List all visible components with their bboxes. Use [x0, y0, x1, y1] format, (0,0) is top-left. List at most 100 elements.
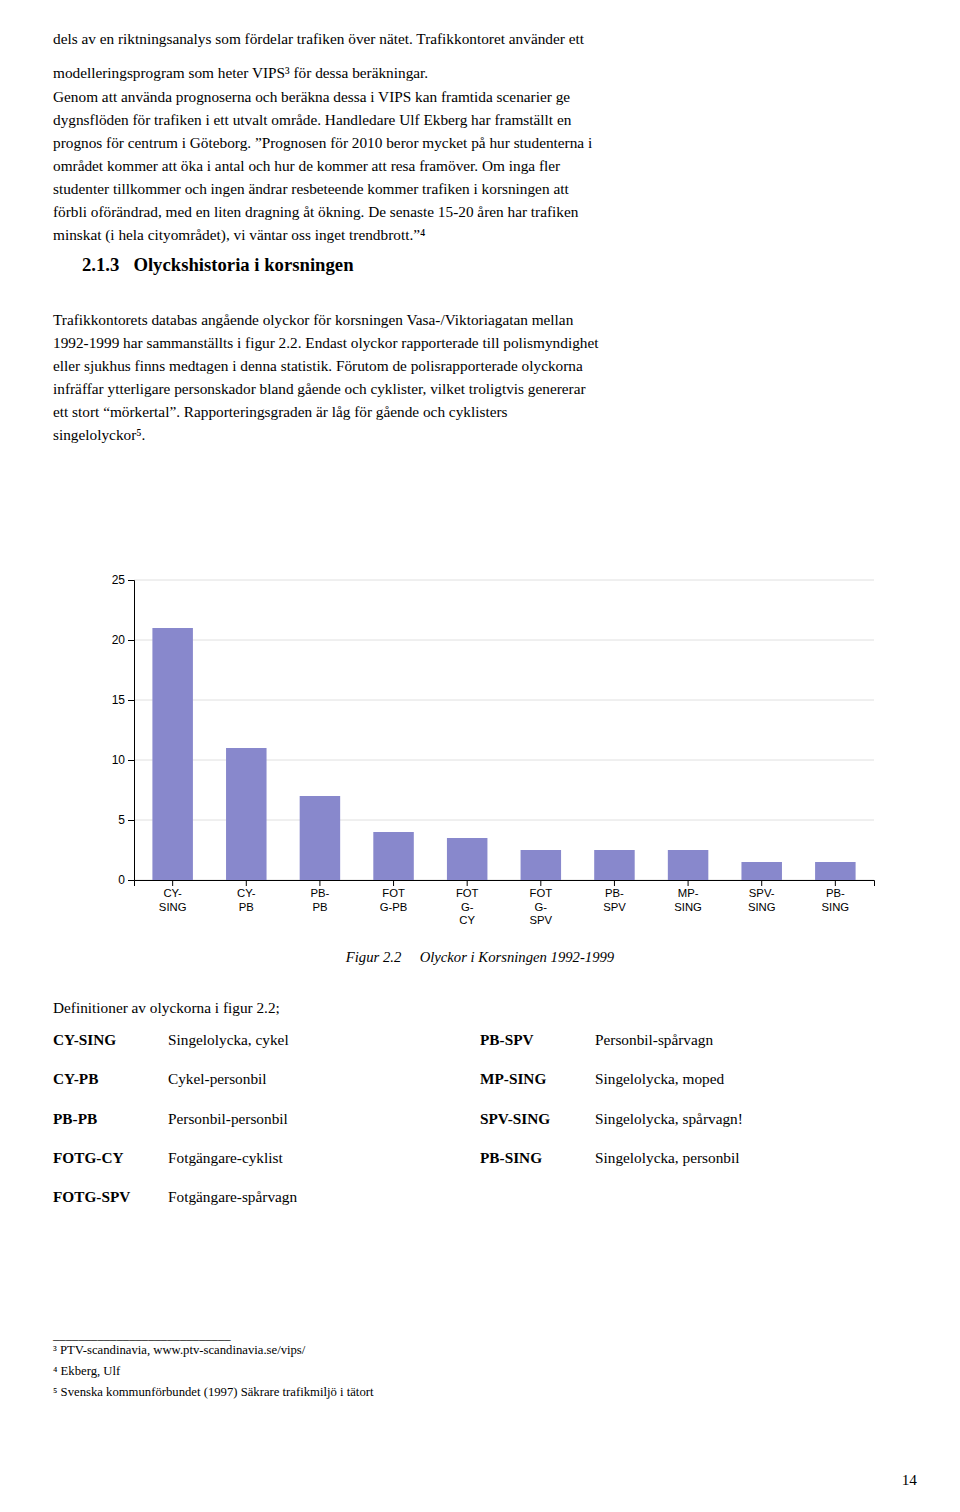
tick-label: PB- PB — [310, 887, 329, 913]
tick-label-line: PB- — [310, 887, 329, 899]
definition-code: FOTG-SPV — [53, 1188, 130, 1205]
paragraph: Trafikkontorets databas angående olyckor… — [53, 311, 599, 443]
tick-mark — [246, 880, 247, 886]
definition-code: MP-SING — [480, 1071, 546, 1088]
text-line: MP-SING — [480, 1071, 546, 1088]
tick-label: 25 — [112, 573, 126, 587]
text-line: ³ PTV-scandinavia, www.ptv-scandinavia.s… — [53, 1343, 306, 1357]
grid-line — [134, 700, 874, 701]
tick-label-line: PB- — [826, 887, 845, 899]
definition-text: Singelolycka, spårvagn! — [595, 1110, 743, 1127]
text-line: SPV-SING — [480, 1110, 550, 1127]
tick-label-line: PB — [312, 901, 327, 913]
tick-label-line: SPV- — [749, 887, 775, 899]
tick: FOTG-SPV — [530, 880, 553, 926]
text-line: FOTG-CY — [53, 1149, 124, 1166]
tick-mark — [128, 640, 134, 641]
tick-label-line: G- — [461, 901, 474, 913]
text-line: eller sjukhus finns medtagen i denna sta… — [53, 357, 583, 374]
text-line: förbli oförändrad, med en liten dragning… — [53, 203, 579, 220]
text-line: CY-SING — [53, 1031, 116, 1048]
tick-mark — [393, 880, 394, 886]
definition-code: FOTG-CY — [53, 1149, 124, 1166]
footnote: ⁴ Ekberg, Ulf — [53, 1364, 121, 1378]
tick-mark — [128, 580, 134, 581]
axis-line — [135, 881, 875, 887]
text-line: modelleringsprogram som heter VIPS³ för … — [53, 64, 428, 81]
tick-mark — [128, 700, 134, 701]
tick: MP-SING — [674, 880, 702, 913]
text-line: minskat (i hela cityområdet), vi väntar … — [53, 226, 425, 244]
caption: Figur 2.2 Olyckor i Korsningen 1992-1999 — [345, 949, 615, 965]
tick-label-line: FOT — [456, 887, 479, 899]
tick-mark — [128, 760, 134, 761]
bar — [373, 832, 413, 880]
tick-label: PB- SPV — [603, 887, 626, 913]
text-line: Singelolycka, personbil — [595, 1149, 739, 1166]
text-line: Personbil-spårvagn — [595, 1031, 713, 1048]
tick-label: MP-SING — [674, 887, 702, 913]
definition-code: PB-PB — [53, 1110, 97, 1127]
grid — [134, 580, 874, 880]
text-line: studenter tillkommer och ingen ändrar re… — [53, 180, 569, 197]
paragraph: modelleringsprogram som heter VIPS³ för … — [53, 64, 428, 81]
tick: 10 — [112, 753, 134, 767]
page-number: 14 — [902, 1471, 918, 1488]
bar — [226, 748, 266, 880]
text-line: Cykel-personbil — [168, 1071, 267, 1088]
tick-mark — [540, 880, 541, 886]
tick-label-line: SPV — [603, 901, 626, 913]
definition-code: PB-SPV — [480, 1031, 534, 1048]
text-line: området kommer att öka i antal och hur d… — [53, 157, 560, 174]
tick: CY-SING — [159, 880, 187, 913]
text-line: FOTG-SPV — [53, 1188, 130, 1205]
tick-mark — [128, 820, 134, 821]
section-heading: 2.1.3 Olyckshistoria i korsningen — [82, 254, 354, 275]
tick-label-line: CY- — [237, 887, 256, 899]
tick: 20 — [112, 633, 134, 647]
text-line: Figur 2.2 Olyckor i Korsningen 1992-1999 — [345, 949, 615, 965]
tick-label: FOTG-PB — [380, 887, 408, 913]
tick: 0 — [118, 873, 134, 887]
definition-text: Singelolycka, cykel — [168, 1031, 289, 1048]
tick-label-line: PB- — [605, 887, 624, 899]
text-line: prognos för centrum i Göteborg. ”Prognos… — [53, 134, 592, 151]
text-line: ⁴ Ekberg, Ulf — [53, 1364, 121, 1378]
text-line: ett stort “mörkertal”. Rapporteringsgrad… — [53, 403, 508, 420]
definition-text: Fotgängare-cyklist — [168, 1149, 283, 1166]
text-line: Personbil-personbil — [168, 1110, 288, 1127]
tick: CY-PB — [237, 880, 256, 913]
tick-label-line: SPV — [530, 914, 553, 926]
tick-label-line: CY- — [163, 887, 182, 899]
axis-line — [128, 581, 135, 881]
tick: SPV- SING — [748, 880, 776, 913]
bar — [815, 862, 855, 880]
definition-text: Singelolycka, moped — [595, 1071, 725, 1088]
definition-code: CY-PB — [53, 1071, 98, 1088]
tick-label-line: SING — [748, 901, 776, 913]
definition-text: Singelolycka, personbil — [595, 1149, 739, 1166]
tick-label-line: FOT — [382, 887, 405, 899]
bar — [300, 796, 340, 880]
tick: PB- PB — [310, 880, 329, 913]
footnote: ³ PTV-scandinavia, www.ptv-scandinavia.s… — [53, 1343, 306, 1357]
tick: FOTG-PB — [380, 880, 408, 913]
tick-mark — [319, 880, 320, 886]
tick-mark — [688, 880, 689, 886]
definition-text: Personbil-personbil — [168, 1110, 288, 1127]
text-line: Fotgängare-spårvagn — [168, 1188, 297, 1205]
tick-label: PB-SING — [822, 887, 850, 913]
tick-label-line: SING — [674, 901, 702, 913]
y-axis: 0510152025 — [112, 573, 135, 887]
definition-text: Personbil-spårvagn — [595, 1031, 713, 1048]
text-line: Singelolycka, spårvagn! — [595, 1110, 743, 1127]
tick-mark — [172, 880, 173, 886]
definition-code: SPV-SING — [480, 1110, 550, 1127]
text-line: Genom att använda prognoserna och beräkn… — [53, 88, 570, 105]
text-line: 14 — [902, 1471, 918, 1488]
tick-label: FOTG-SPV — [530, 887, 553, 926]
tick-mark — [835, 880, 836, 886]
footnote: ⁵ Svenska kommunförbundet (1997) Säkrare… — [53, 1385, 374, 1399]
tick-label-line: G- — [535, 901, 548, 913]
text-line: dygnsflöden för trafiken i ett utvalt om… — [53, 111, 572, 128]
